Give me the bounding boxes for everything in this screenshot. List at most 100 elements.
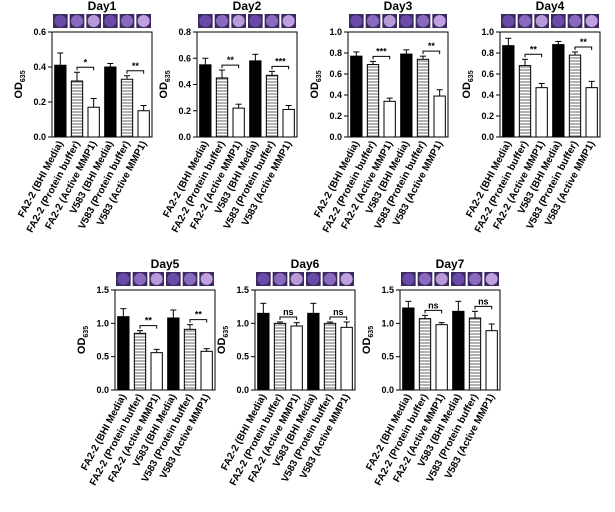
y-tick-label: 0.0 [96, 385, 109, 395]
bar [70, 80, 84, 138]
y-tick-label: 0.5 [236, 352, 249, 362]
y-axis-label-sub: 635 [20, 70, 27, 82]
well-image [519, 15, 531, 27]
well-image [257, 273, 270, 285]
significance-bracket [271, 65, 290, 70]
well-image [400, 15, 413, 27]
plot-frame [499, 31, 601, 138]
significance-bracket [372, 55, 391, 60]
y-axis-label-main: OD [461, 82, 473, 99]
bar [104, 66, 117, 138]
well-image [167, 273, 180, 285]
y-tick-label: 0.4 [329, 90, 342, 100]
bar [433, 95, 446, 138]
bar [416, 58, 430, 138]
bar [265, 74, 279, 138]
bar [120, 78, 134, 138]
bar [307, 312, 320, 391]
well-image [340, 273, 353, 285]
y-tick-label: 0.6 [329, 69, 342, 79]
y-axis-label: OD635 [309, 70, 323, 98]
y-tick-label: 0.2 [178, 106, 191, 116]
bar [257, 312, 270, 391]
bar [400, 53, 413, 138]
bar [323, 322, 337, 391]
significance-bracket [139, 325, 158, 329]
well-image [435, 273, 448, 285]
panel-title: Day2 [233, 0, 262, 13]
well-image [137, 15, 150, 27]
y-tick-label: 0.2 [481, 111, 494, 121]
well-image [535, 15, 548, 27]
y-tick-label: 0.5 [96, 352, 109, 362]
bar [290, 325, 303, 391]
well-image [485, 273, 498, 285]
panel-title: Day4 [536, 0, 565, 13]
well-image [266, 15, 278, 27]
significance-label: *** [275, 56, 286, 66]
bar [273, 322, 287, 391]
significance-label: ** [195, 310, 203, 320]
plot-frame [399, 289, 501, 391]
y-tick-label: 0.2 [329, 111, 342, 121]
bar [340, 326, 353, 391]
well-image [552, 15, 565, 27]
y-axis-label-sub: 635 [223, 326, 230, 338]
significance-bracket [474, 305, 493, 310]
bar [215, 77, 229, 138]
well-image [104, 15, 117, 27]
y-tick-label: 0.0 [481, 132, 494, 142]
y-tick-label: 0.6 [178, 53, 191, 63]
bar [535, 87, 548, 138]
well-image [200, 273, 213, 285]
y-axis-label-sub: 635 [368, 326, 375, 338]
significance-label: ** [227, 55, 235, 65]
significance-label: * [84, 57, 88, 67]
well-image [150, 273, 163, 285]
y-tick-label: 0.8 [178, 27, 191, 37]
panel-title: Day6 [291, 257, 320, 271]
well-image [307, 273, 320, 285]
bar [383, 100, 396, 138]
significance-bracket [189, 319, 208, 323]
well-image [350, 15, 363, 27]
y-tick-label: 1.5 [236, 285, 249, 295]
well-image [232, 15, 245, 27]
bar [117, 316, 130, 391]
bar [87, 106, 100, 138]
significance-label: ** [428, 41, 436, 51]
y-tick-label: 1.0 [236, 318, 249, 328]
y-tick-label: 1.0 [381, 318, 394, 328]
y-axis-label: OD635 [13, 70, 27, 98]
y-tick-label: 0.0 [236, 385, 249, 395]
significance-label: ns [428, 300, 439, 310]
well-image [134, 273, 146, 285]
y-tick-label: 1.5 [96, 285, 109, 295]
y-tick-label: 0.0 [33, 132, 46, 142]
bar [249, 60, 262, 138]
y-axis-label-main: OD [76, 338, 88, 355]
well-image [274, 273, 286, 285]
significance-bracket [329, 316, 348, 320]
significance-bracket [279, 316, 298, 320]
significance-label: *** [376, 46, 387, 56]
y-axis-label-main: OD [13, 82, 25, 99]
bar [232, 107, 245, 138]
well-image [419, 273, 431, 285]
y-axis-label: OD635 [158, 70, 172, 98]
well-image [199, 15, 212, 27]
well-image [585, 15, 598, 27]
well-image [87, 15, 100, 27]
well-image [216, 15, 228, 27]
bar [167, 317, 180, 391]
bar [133, 332, 147, 391]
y-tick-label: 1.0 [96, 318, 109, 328]
y-axis-label: OD635 [361, 326, 375, 354]
panel-title: Day3 [384, 0, 413, 13]
bar [452, 310, 465, 391]
well-image [117, 273, 130, 285]
y-tick-label: 1.0 [481, 27, 494, 37]
